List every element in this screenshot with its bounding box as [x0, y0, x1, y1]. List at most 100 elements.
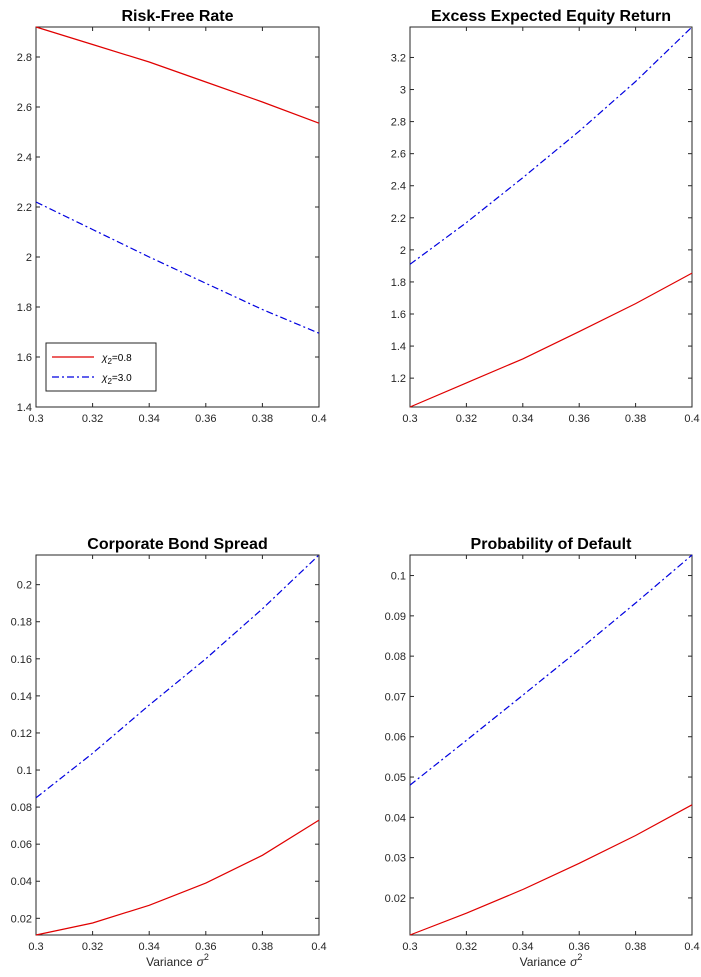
x-tick-label: 0.38: [625, 413, 646, 425]
y-tick-label: 0.06: [11, 839, 32, 851]
y-tick-label: 0.1: [391, 571, 406, 583]
legend-label-value: =0.8: [112, 353, 132, 364]
x-tick-label: 0.34: [138, 941, 159, 953]
x-tick-label: 0.38: [252, 941, 273, 953]
x-tick-label: 0.36: [568, 941, 589, 953]
y-tick-label: 1.4: [17, 402, 32, 414]
y-tick-label: 0.05: [385, 772, 406, 784]
y-tick-label: 0.04: [11, 876, 32, 888]
chart-title: Excess Expected Equity Return: [431, 8, 671, 25]
y-tick-label: 1.4: [391, 341, 406, 353]
x-tick-label: 0.3: [28, 941, 43, 953]
x-tick-label: 0.36: [195, 413, 216, 425]
x-tick-label: 0.3: [28, 413, 43, 425]
legend-label-subscript: 2: [107, 357, 112, 366]
y-tick-label: 0.02: [385, 893, 406, 905]
axes-frame: [409, 554, 693, 936]
y-tick-label: 2.6: [17, 102, 32, 114]
x-tick-label: 0.3: [402, 941, 417, 953]
x-tick-label: 0.34: [512, 413, 533, 425]
y-tick-label: 3.2: [391, 52, 406, 64]
y-tick-label: 3: [400, 85, 406, 97]
y-tick-label: 0.2: [17, 580, 32, 592]
y-tick-label: 0.14: [11, 691, 32, 703]
x-tick-label: 0.32: [82, 413, 103, 425]
x-tick-label: 0.32: [82, 941, 103, 953]
series-line-1: [409, 804, 693, 936]
x-axis-label-symbol: σ: [197, 955, 205, 969]
y-tick-label: 1.8: [17, 302, 32, 314]
series-line-1: [35, 26, 320, 124]
y-tick-label: 0.1: [17, 765, 32, 777]
series-line-2: [35, 554, 320, 799]
x-tick-label: 0.36: [568, 413, 589, 425]
y-tick-label: 1.8: [391, 277, 406, 289]
x-tick-label: 0.4: [684, 413, 699, 425]
legend-label-symbol: χ: [101, 373, 108, 384]
axes-frame: [409, 26, 693, 408]
chart-panel-1: 0.3 0.32 0.34 0.36 0.38 0.4 1.4 1.6 1.8 2 2.2 2.4 2.…: [17, 8, 327, 425]
x-tick-label: 0.38: [625, 941, 646, 953]
chart-panel-2: 0.3 0.32 0.34 0.36 0.38 0.4 1.2 1.4 1.6 1.8 2 2.2 2.…: [391, 8, 700, 425]
x-axis-label: Variance σ2: [520, 952, 583, 969]
x-tick-label: 0.32: [456, 941, 477, 953]
y-tick-label: 0.09: [385, 611, 406, 623]
y-tick-label: 1.6: [17, 352, 32, 364]
x-axis-label-symbol: σ: [570, 955, 578, 969]
series-line-2: [409, 26, 693, 265]
x-axis-label-superscript: 2: [204, 952, 209, 962]
y-tick-label: 0.07: [385, 691, 406, 703]
x-tick-label: 0.32: [456, 413, 477, 425]
chart-panel-3: 0.3 0.32 0.34 0.36 0.38 0.4 0.02 0.04 0.06 0.08 0.…: [11, 536, 327, 969]
series-line-2: [409, 554, 693, 786]
x-axis-label-text: Variance: [146, 955, 193, 969]
x-axis-label-text: Variance: [520, 955, 567, 969]
x-axis-label: Variance σ2: [146, 952, 209, 969]
y-tick-label: 1.2: [391, 373, 406, 385]
y-tick-label: 2: [400, 245, 406, 257]
y-tick-label: 2.6: [391, 149, 406, 161]
legend-label-value: =3.0: [112, 373, 132, 384]
series-line-2: [35, 201, 320, 334]
y-tick-label: 2: [26, 252, 32, 264]
axes-frame: [35, 554, 320, 936]
chart-title: Corporate Bond Spread: [87, 536, 267, 553]
y-tick-label: 0.18: [11, 617, 32, 629]
y-tick-label: 1.6: [391, 309, 406, 321]
y-tick-label: 0.04: [385, 812, 406, 824]
y-tick-label: 0.06: [385, 732, 406, 744]
series-line-1: [409, 272, 693, 408]
y-tick-label: 2.4: [17, 152, 32, 164]
y-tick-label: 0.03: [385, 853, 406, 865]
y-tick-label: 2.8: [17, 52, 32, 64]
y-tick-label: 0.08: [11, 802, 32, 814]
y-tick-label: 0.16: [11, 654, 32, 666]
y-tick-label: 2.2: [17, 202, 32, 214]
legend-box: [45, 342, 157, 392]
x-tick-label: 0.4: [311, 941, 326, 953]
chart-title: Risk-Free Rate: [121, 8, 233, 25]
legend-label-subscript: 2: [107, 377, 112, 386]
x-tick-label: 0.4: [311, 413, 326, 425]
series-line-1: [35, 819, 320, 936]
chart-panel-4: 0.3 0.32 0.34 0.36 0.38 0.4 0.02 0.03 0.04 0.05 0.…: [385, 536, 700, 969]
x-tick-label: 0.34: [512, 941, 533, 953]
x-tick-label: 0.36: [195, 941, 216, 953]
y-tick-label: 2.8: [391, 117, 406, 129]
x-tick-label: 0.3: [402, 413, 417, 425]
y-tick-label: 0.12: [11, 728, 32, 740]
y-tick-label: 0.02: [11, 913, 32, 925]
y-tick-label: 2.2: [391, 213, 406, 225]
legend-label-2: χ2=3.0: [101, 373, 132, 386]
legend: χ2=0.8χ2=3.0: [45, 342, 157, 392]
y-tick-label: 0.08: [385, 651, 406, 663]
x-tick-label: 0.38: [252, 413, 273, 425]
x-tick-label: 0.34: [138, 413, 159, 425]
axes-frame: [35, 26, 320, 408]
x-axis-label-superscript: 2: [577, 952, 582, 962]
y-tick-label: 2.4: [391, 181, 406, 193]
x-tick-label: 0.4: [684, 941, 699, 953]
chart-title: Probability of Default: [471, 536, 633, 553]
legend-label-symbol: χ: [101, 353, 108, 364]
